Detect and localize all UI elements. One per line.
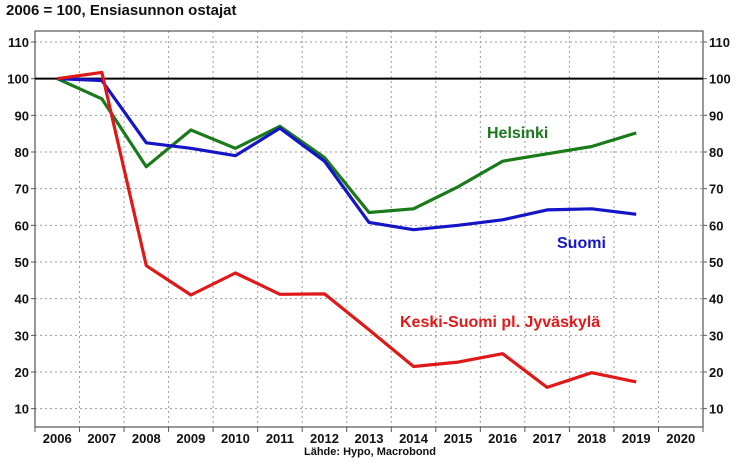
y-tick-label-left: 40 bbox=[15, 292, 29, 307]
y-tick-label-left: 30 bbox=[15, 328, 29, 343]
x-tick-label: 2009 bbox=[176, 431, 205, 446]
x-tick-label: 2012 bbox=[310, 431, 339, 446]
y-tick-label-right: 30 bbox=[709, 328, 723, 343]
plot-frame bbox=[34, 30, 704, 428]
x-tick-label: 2015 bbox=[444, 431, 473, 446]
x-tick-label: 2011 bbox=[266, 431, 294, 446]
series-label-suomi: Suomi bbox=[557, 235, 606, 252]
source-note: Lähde: Hypo, Macrobond bbox=[304, 446, 436, 458]
series-line-keski-suomi bbox=[57, 70, 637, 389]
x-tick-label: 2016 bbox=[488, 431, 517, 446]
x-tick-label: 2013 bbox=[355, 431, 384, 446]
x-tick-label: 2018 bbox=[577, 431, 606, 446]
y-tick-label-left: 110 bbox=[8, 35, 29, 50]
y-tick-label-right: 70 bbox=[709, 182, 723, 197]
y-tick-label-left: 50 bbox=[15, 255, 29, 270]
y-tick-label-left: 60 bbox=[15, 218, 29, 233]
x-tick-label: 2017 bbox=[533, 431, 562, 446]
y-tick-label-left: 20 bbox=[15, 365, 29, 380]
x-tick-label: 2008 bbox=[132, 431, 161, 446]
y-tick-label-left: 100 bbox=[7, 72, 29, 87]
x-tick-label: 2020 bbox=[666, 431, 695, 446]
y-tick-label-right: 20 bbox=[709, 365, 723, 380]
y-tick-label-left: 70 bbox=[15, 182, 29, 197]
series-line-helsinki bbox=[56, 77, 637, 215]
y-tick-label-left: 10 bbox=[15, 402, 29, 417]
series-layer bbox=[56, 70, 637, 389]
y-tick-label-right: 80 bbox=[709, 145, 723, 160]
x-tick-label: 2006 bbox=[43, 431, 72, 446]
series-label-helsinki: Helsinki bbox=[487, 125, 548, 142]
series-label-layer: Helsinki Suomi Keski-Suomi pl. Jyväskylä bbox=[400, 125, 606, 331]
grid-layer bbox=[35, 31, 703, 427]
y-tick-label-right: 10 bbox=[709, 402, 723, 417]
y-tick-label-right: 40 bbox=[709, 292, 723, 307]
y-tick-label-left: 80 bbox=[15, 145, 29, 160]
x-tick-label: 2014 bbox=[399, 431, 429, 446]
x-tick-label: 2010 bbox=[221, 431, 250, 446]
y-tick-label-right: 50 bbox=[709, 255, 723, 270]
y-tick-label-right: 90 bbox=[709, 108, 723, 123]
y-tick-label-right: 60 bbox=[709, 218, 723, 233]
series-label-keski-suomi: Keski-Suomi pl. Jyväskylä bbox=[400, 314, 600, 331]
x-tick-label: 2019 bbox=[622, 431, 651, 446]
y-tick-label-right: 110 bbox=[709, 35, 730, 50]
x-tick-label: 2007 bbox=[87, 431, 116, 446]
y-tick-label-left: 90 bbox=[15, 108, 29, 123]
y-tick-label-right: 100 bbox=[709, 72, 731, 87]
chart-title: 2006 = 100, Ensiasunnon ostajat bbox=[6, 2, 237, 19]
series-line-suomi bbox=[57, 77, 637, 232]
